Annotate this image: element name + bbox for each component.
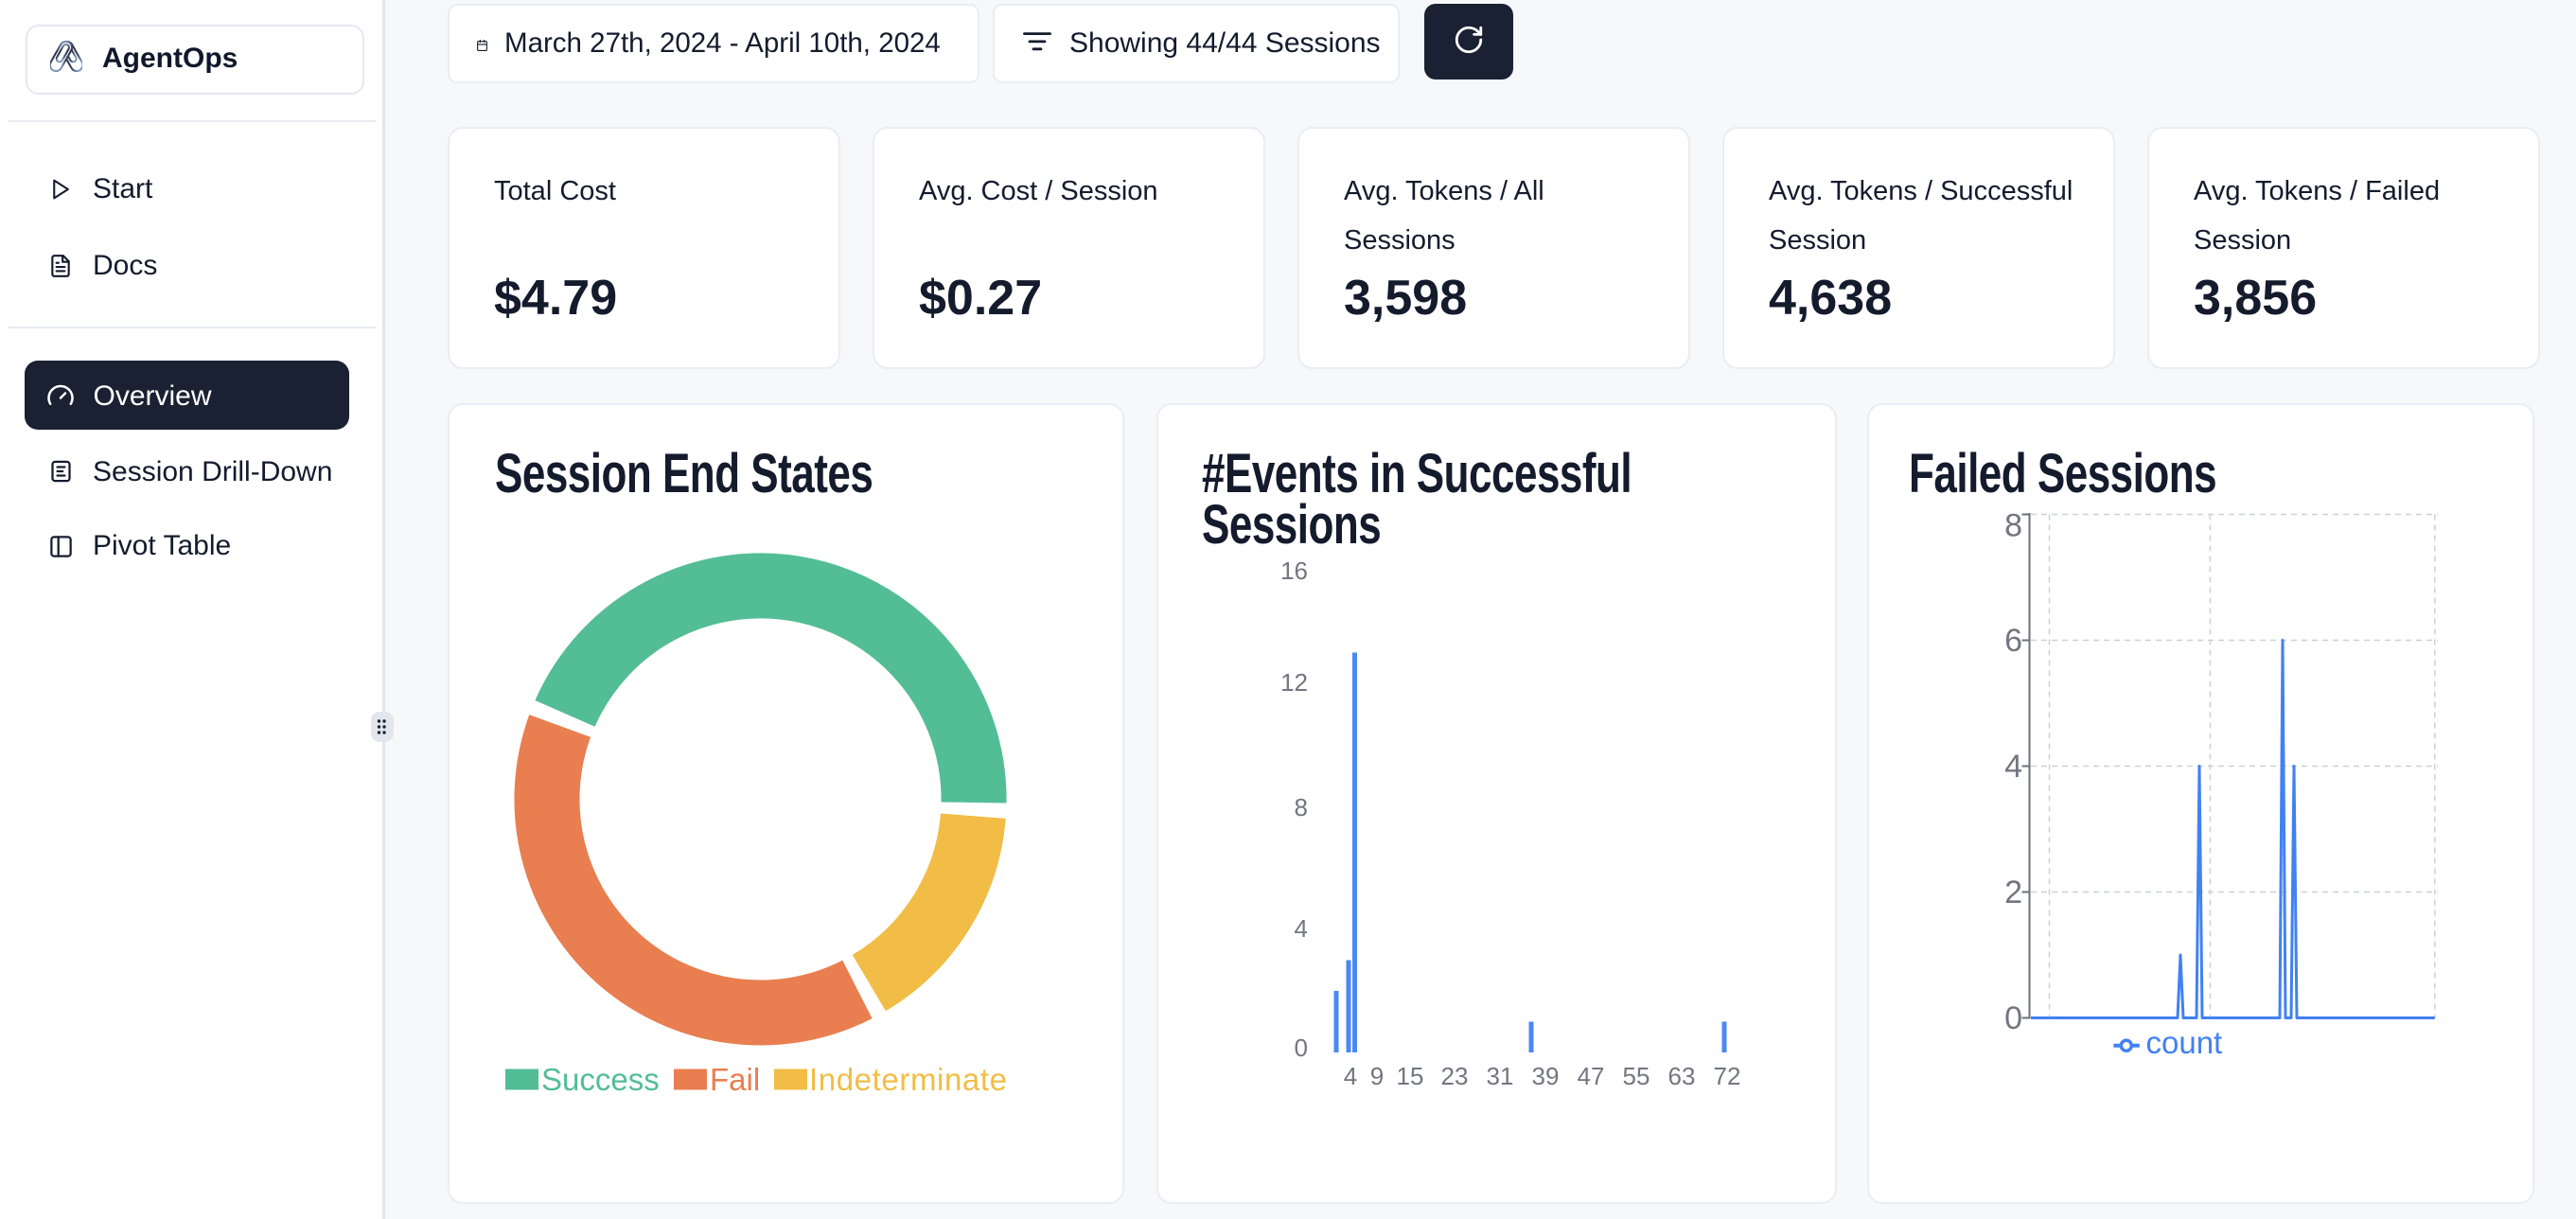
svg-text:0: 0 [1295,1034,1308,1062]
svg-text:2: 2 [2004,874,2022,910]
svg-text:23: 23 [1441,1062,1469,1090]
svg-text:12: 12 [1280,668,1308,697]
svg-text:6: 6 [2004,623,2022,659]
svg-text:4: 4 [2004,749,2022,785]
svg-text:Indeterminate: Indeterminate [809,1062,1008,1097]
svg-text:63: 63 [1668,1062,1696,1090]
svg-text:47: 47 [1578,1062,1605,1090]
svg-text:4: 4 [1295,914,1308,943]
svg-text:8: 8 [2004,508,2022,544]
svg-text:count: count [2146,1025,2223,1060]
svg-text:9: 9 [1370,1062,1384,1090]
svg-text:Fail: Fail [710,1062,760,1097]
svg-text:Success: Success [541,1062,660,1097]
svg-text:16: 16 [1280,556,1308,585]
svg-text:39: 39 [1532,1062,1560,1090]
svg-text:8: 8 [1295,793,1308,822]
svg-text:31: 31 [1487,1062,1514,1090]
svg-text:0: 0 [2004,1000,2022,1036]
svg-text:15: 15 [1397,1062,1424,1090]
svg-text:4: 4 [1344,1062,1357,1090]
svg-text:72: 72 [1714,1062,1741,1090]
svg-text:55: 55 [1623,1062,1650,1090]
